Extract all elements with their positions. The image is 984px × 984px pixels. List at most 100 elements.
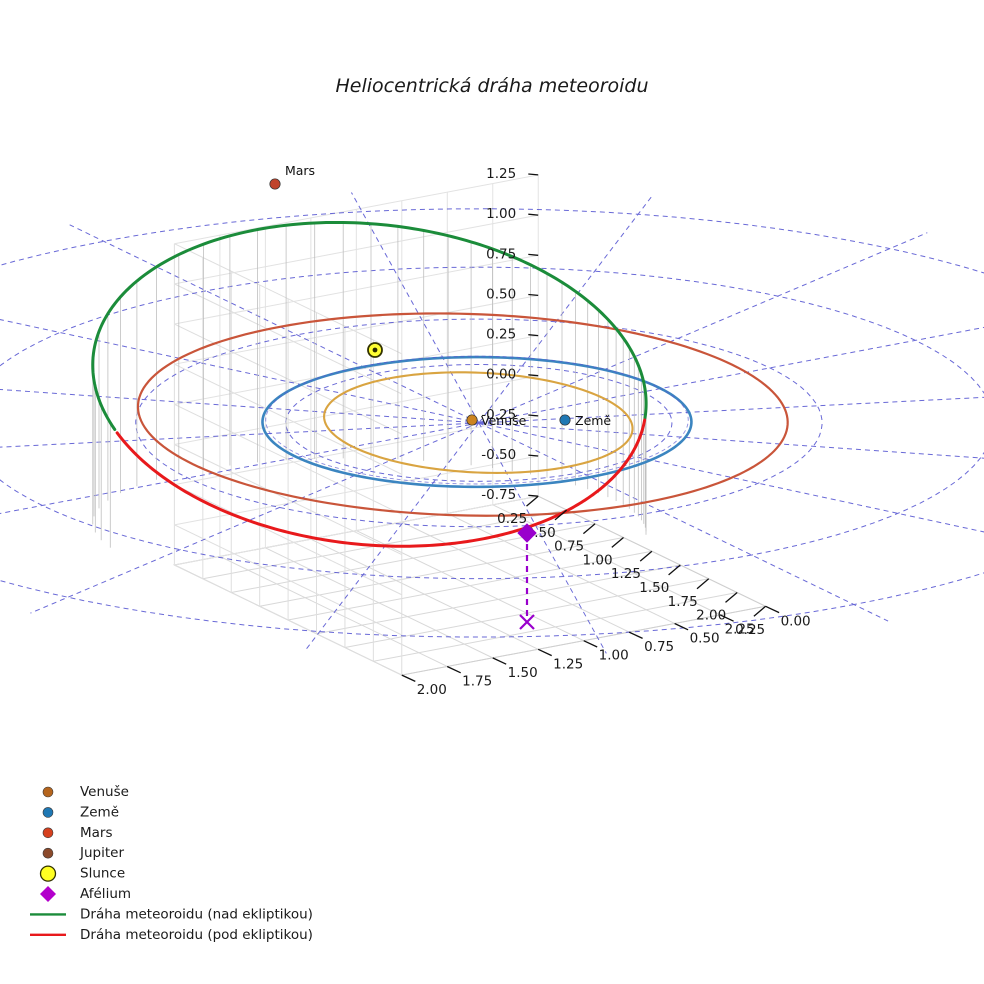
orbit-stem-lines [92, 222, 647, 548]
axis-tick-mark [492, 657, 507, 665]
sun-core [372, 347, 378, 353]
axis-tick-mark [639, 550, 653, 562]
axis-tick-mark [696, 578, 710, 590]
legend-item-label: Země [80, 804, 119, 820]
legend-item-label: Afélium [80, 886, 131, 902]
x-axis-tick-label: 0.50 [526, 525, 556, 541]
x-axis-tick-label: 1.25 [611, 566, 641, 582]
meteoroid-arc-below-ecliptic [115, 431, 620, 548]
axis-tick-mark [725, 592, 738, 603]
z-axis-tick-label: 0.00 [486, 367, 516, 383]
y-axis-tick-label: 0.25 [735, 622, 765, 638]
legend-item[interactable]: Jupiter [42, 845, 124, 861]
x-axis-tick-label: 1.75 [668, 594, 698, 610]
legend-item[interactable]: Dráha meteoroidu (pod ekliptikou) [30, 927, 313, 943]
axis-tick-mark [446, 665, 461, 674]
axis-tick-mark [674, 622, 689, 631]
orbit-mars [136, 312, 789, 517]
axis-tick-mark [668, 564, 681, 576]
meteoroid-orbit [91, 220, 648, 548]
y-axis-tick-label: 2.00 [417, 682, 447, 698]
axis-tick-mark [528, 494, 539, 497]
x-axis-tick-label: 1.00 [582, 553, 612, 569]
planet-orbits [136, 312, 789, 517]
body-markers: Mars Venuše Země [269, 163, 611, 630]
axis-tick-mark [528, 414, 539, 417]
mars-label: Mars [285, 163, 315, 178]
legend-circle-icon [42, 807, 54, 818]
axis-tick-mark [526, 495, 539, 507]
x-axis-tick-label: 2.00 [696, 608, 726, 624]
legend-circle-icon [42, 827, 54, 839]
aphelion-marker [517, 523, 537, 543]
y-axis-tick-label: 1.00 [599, 648, 629, 664]
z-axis-tick-label: 0.25 [486, 327, 516, 343]
legend-item-label: Jupiter [79, 845, 124, 861]
axis-tick-mark [528, 334, 539, 337]
orbit-earth [261, 355, 693, 489]
legend-diamond-icon [40, 886, 56, 902]
z-axis-tick-label: 1.00 [486, 206, 516, 222]
axis-tick-mark [765, 605, 780, 614]
legend-item[interactable]: Mars [42, 825, 113, 841]
axis-tick-mark [554, 509, 568, 521]
legend-item[interactable]: Venuše [42, 784, 129, 800]
x-axis-tick-label: 0.25 [497, 511, 527, 527]
axis-tick-mark [753, 605, 767, 617]
z-axis-tick-label: -0.50 [481, 447, 516, 463]
legend-item[interactable]: Slunce [39, 865, 126, 882]
axis-tick-mark [583, 640, 598, 648]
legend-item[interactable]: Země [42, 804, 119, 820]
legend-item-label: Mars [80, 825, 113, 841]
legend-item-label: Dráha meteoroidu (nad ekliptikou) [80, 906, 313, 922]
y-axis-tick-label: 1.75 [462, 674, 492, 690]
axis-tick-mark [628, 631, 643, 639]
axis-tick-mark [401, 674, 416, 682]
axis-tick-mark [528, 253, 539, 256]
legend-item[interactable]: Afélium [40, 886, 131, 902]
ecliptic-reference-grid [0, 192, 984, 654]
axis-tick-mark [528, 213, 539, 216]
planet-marker-mars [269, 178, 281, 190]
x-axis-tick-label: 1.50 [639, 580, 669, 596]
axis-ticks: 0.250.500.751.001.251.501.752.002.25 0.00… [401, 166, 811, 698]
orbit-venus [323, 371, 634, 474]
axis-tick-mark [611, 537, 624, 548]
z-axis-tick-label: 0.75 [486, 246, 516, 262]
y-axis-tick-label: 0.50 [690, 631, 720, 647]
z-axis-tick-label: 1.25 [486, 166, 516, 182]
legend-sun-icon [39, 865, 57, 882]
z-axis-tick-label: -0.75 [481, 487, 516, 503]
legend[interactable]: Venuše Země Mars Jupiter Slunce Afélium Dráha … [30, 784, 313, 943]
z-axis-tick-label: -0.25 [481, 407, 516, 423]
legend-circle-icon [42, 847, 54, 859]
legend-item-label: Dráha meteoroidu (pod ekliptikou) [80, 927, 313, 943]
axis-tick-mark [537, 648, 552, 657]
legend-item-label: Slunce [80, 866, 125, 882]
earth-label: Země [575, 413, 611, 428]
page-title: Heliocentrická dráha meteoroidu [335, 75, 648, 97]
axis-tick-mark [528, 454, 539, 457]
axis-tick-mark [528, 293, 539, 297]
x-axis-tick-label: 2.25 [725, 621, 755, 637]
y-axis-tick-label: 1.50 [508, 665, 538, 681]
meteoroid-arc-below-ecliptic [616, 418, 647, 474]
orbit-earth-reference [265, 355, 689, 485]
planet-marker-earth [559, 414, 571, 426]
y-axis-tick-label: 1.25 [553, 656, 583, 672]
x-axis-tick-label: 0.75 [554, 539, 584, 555]
axis-tick-mark [582, 523, 596, 535]
venus-label: Venuše [481, 413, 527, 428]
legend-item-label: Venuše [80, 784, 129, 800]
axis-tick-mark [719, 614, 734, 622]
legend-item[interactable]: Dráha meteoroidu (nad ekliptikou) [30, 906, 313, 922]
meteoroid-arc-above-ecliptic [91, 220, 648, 431]
y-axis-tick-label: 0.75 [644, 639, 674, 655]
axis-tick-mark [528, 374, 539, 377]
axes-panes [172, 174, 768, 676]
legend-circle-icon [42, 786, 54, 798]
y-axis-tick-label: 0.00 [781, 613, 811, 629]
aphelion-ground-marker [519, 614, 535, 630]
